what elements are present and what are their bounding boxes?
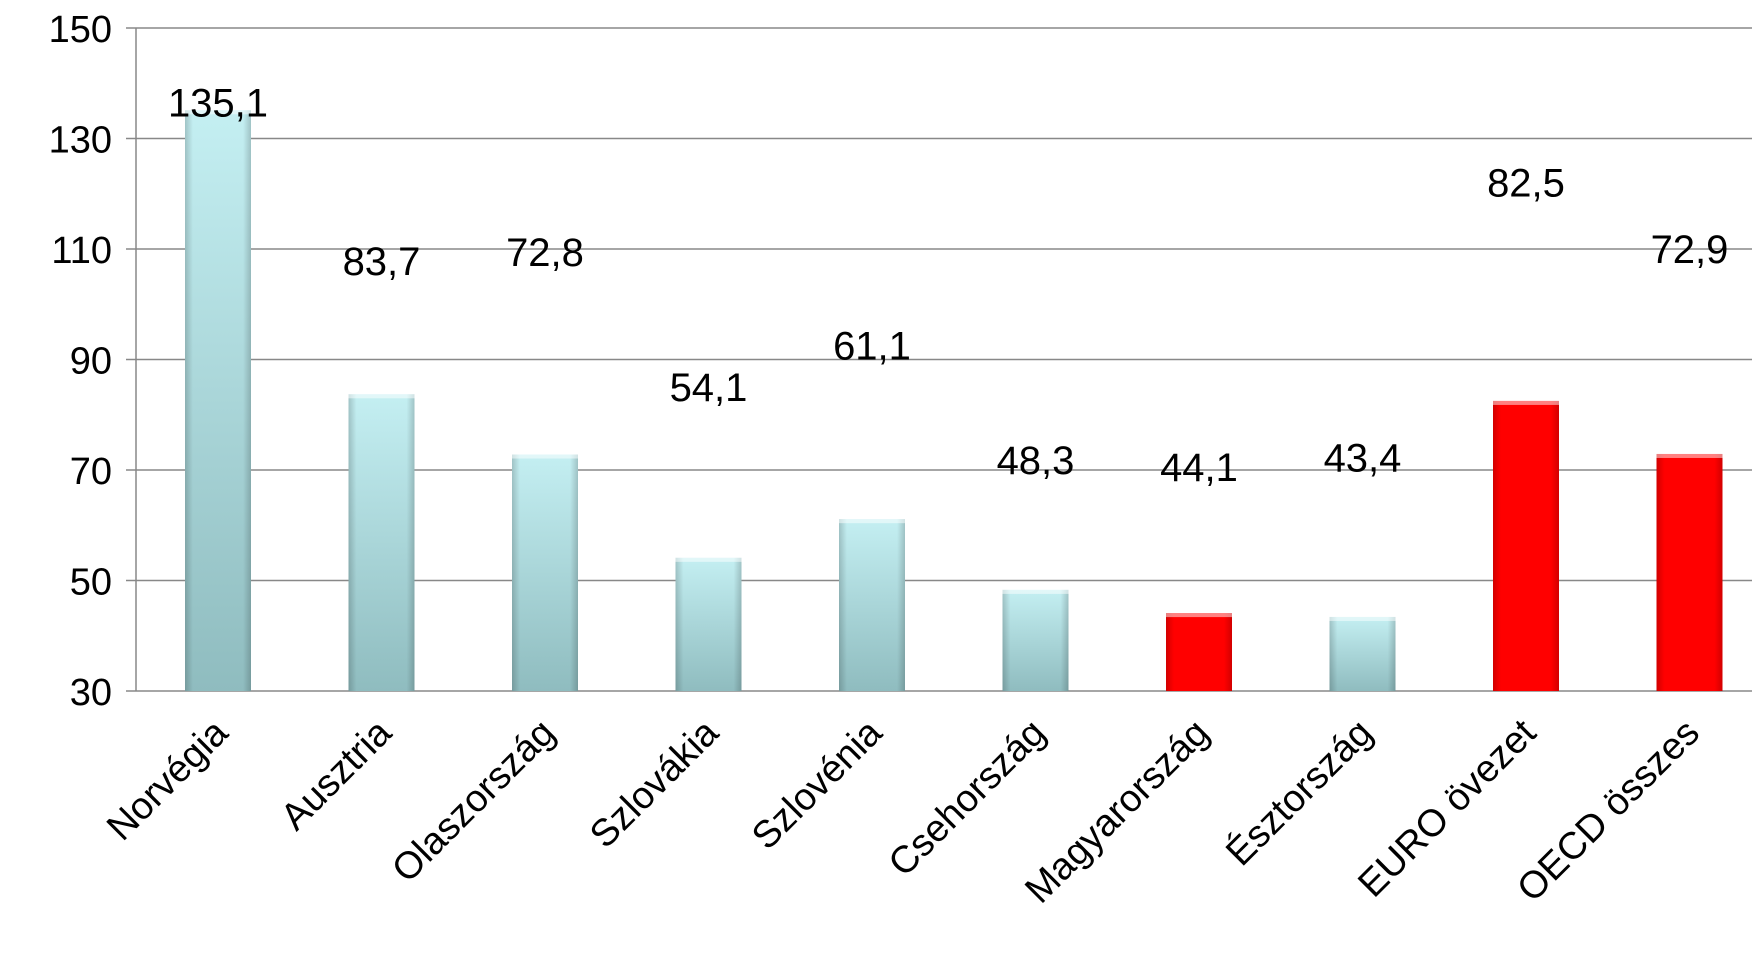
bar-shading — [1166, 613, 1232, 691]
bar-top-highlight — [185, 110, 251, 115]
bar-top-highlight — [512, 454, 578, 459]
bar-5 — [839, 519, 905, 691]
bar-top-highlight — [1166, 613, 1232, 618]
bar-9 — [1493, 400, 1559, 691]
x-tick-label: Olaszország — [384, 712, 563, 891]
bar-shading — [185, 110, 251, 691]
bar-6 — [1002, 589, 1069, 691]
bar-top-highlight — [1656, 453, 1723, 458]
bar-shading — [1002, 589, 1069, 691]
x-tick-label: Norvégia — [99, 711, 237, 849]
bar-top-highlight — [1329, 616, 1396, 621]
bar-shading — [1656, 453, 1723, 691]
bar-top-highlight — [675, 557, 742, 562]
bar-top-highlight — [348, 394, 415, 399]
data-label: 54,1 — [670, 366, 748, 410]
bar-4 — [675, 557, 742, 691]
bars — [185, 110, 1723, 691]
bar-1 — [185, 110, 251, 691]
data-label: 72,8 — [506, 231, 584, 275]
bar-shading — [512, 454, 578, 691]
bar-8 — [1329, 616, 1396, 691]
bar-shading — [1493, 400, 1559, 691]
bar-10 — [1656, 453, 1723, 691]
x-tick-label: Szlovénia — [744, 711, 891, 858]
data-label: 61,1 — [833, 325, 911, 369]
bar-shading — [348, 394, 415, 691]
data-label: 82,5 — [1487, 162, 1565, 206]
data-label: 44,1 — [1160, 446, 1238, 490]
data-label: 48,3 — [997, 439, 1075, 483]
data-labels: 135,1 83,7 72,8 54,1 61,1 48,3 44,1 43,4 82,5 72,… — [168, 82, 1728, 491]
y-tick-label: 70 — [70, 451, 112, 493]
y-tick-label: 50 — [70, 562, 112, 604]
y-tick-label: 30 — [70, 672, 112, 714]
bar-shading — [839, 519, 905, 691]
data-label: 135,1 — [168, 82, 268, 126]
data-label: 83,7 — [343, 240, 421, 284]
bar-3 — [512, 454, 578, 691]
x-tick-label: Észtország — [1218, 711, 1381, 874]
data-label: 43,4 — [1324, 436, 1402, 480]
x-tick-label: Ausztria — [273, 711, 400, 838]
data-label: 72,9 — [1651, 228, 1729, 272]
bar-shading — [1329, 616, 1396, 691]
x-tick-label: Csehország — [881, 712, 1054, 885]
bar-shading — [675, 557, 742, 691]
y-tick-label: 90 — [70, 341, 112, 383]
bar-top-highlight — [1002, 589, 1069, 594]
y-tick-label: 110 — [51, 230, 112, 272]
y-tick-label: 130 — [49, 120, 112, 162]
bar-7 — [1166, 613, 1232, 691]
y-axis-tick-labels: 30 50 70 90 110 130 150 — [49, 9, 112, 714]
y-tick-label: 150 — [49, 9, 112, 51]
x-tick-label: Szlovákia — [582, 711, 727, 856]
bar-2 — [348, 394, 415, 691]
bar-top-highlight — [839, 519, 905, 524]
bar-top-highlight — [1493, 400, 1559, 405]
